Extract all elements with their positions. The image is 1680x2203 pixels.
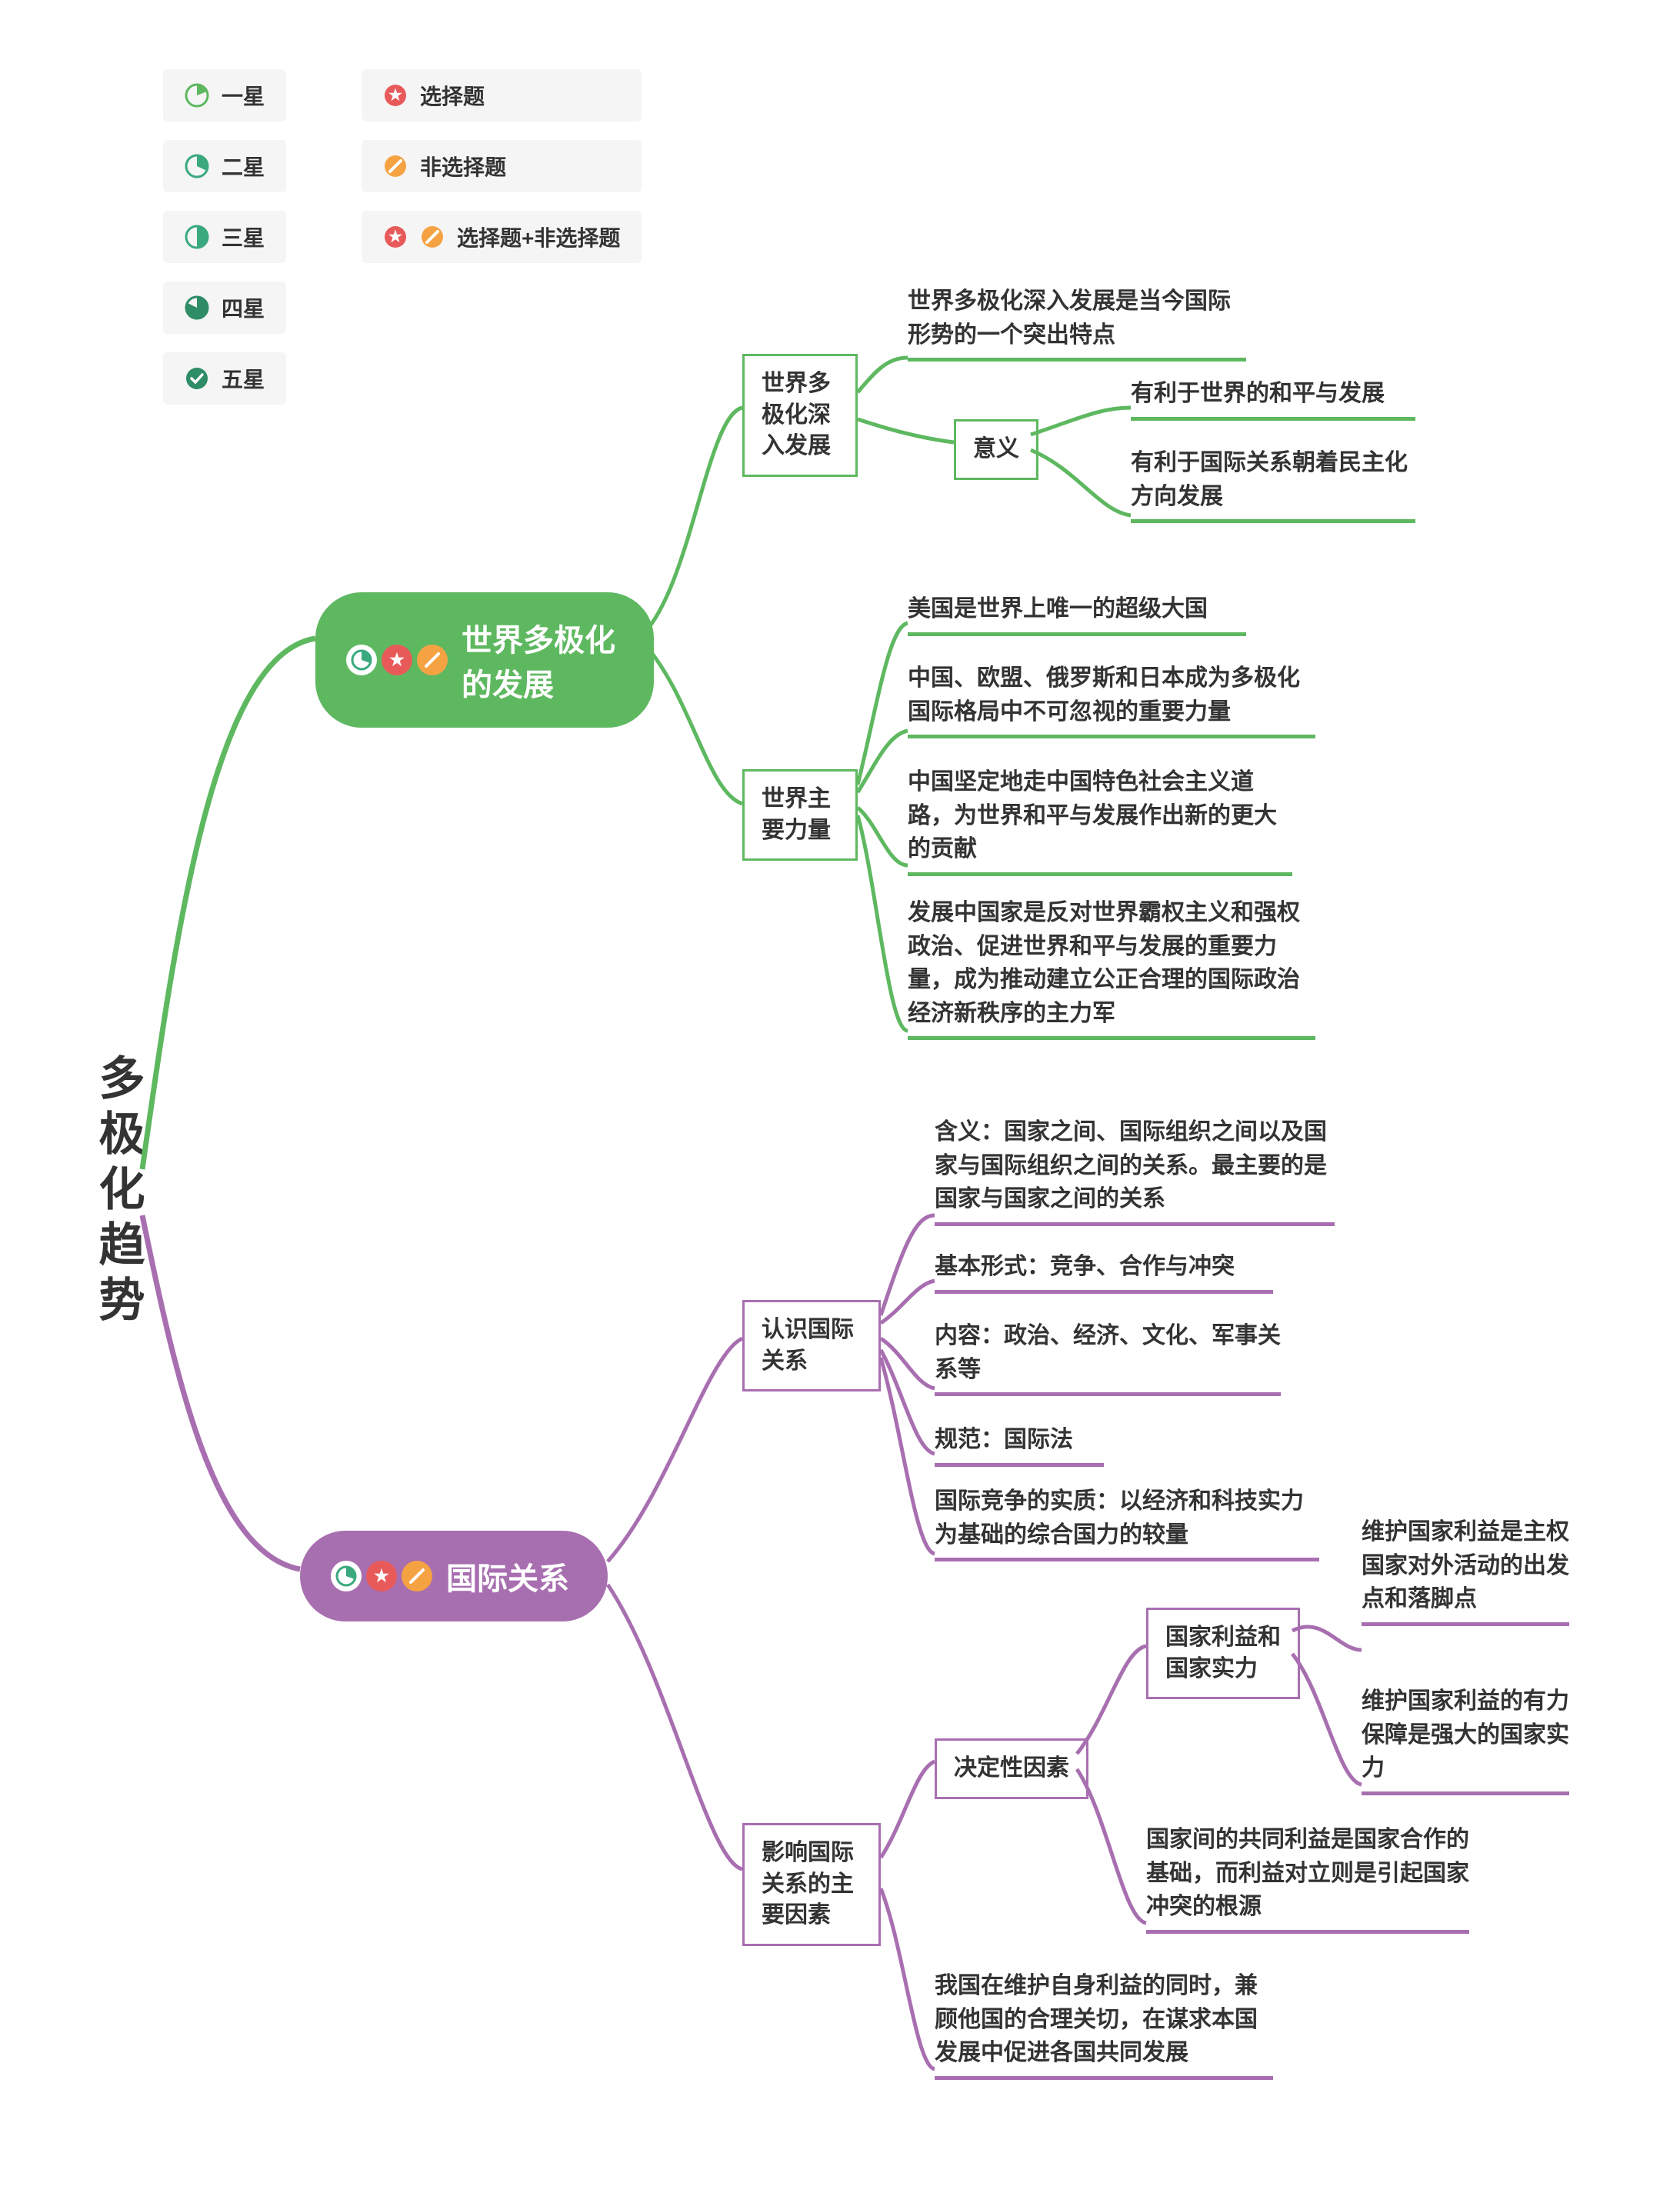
legend-label: 一星: [222, 80, 265, 111]
pie-icon: [185, 83, 209, 108]
leaf: 有利于国际关系朝着民主化方向发展: [1131, 446, 1415, 523]
check-icon: [185, 366, 209, 391]
leaf: 维护国家利益是主权国家对外活动的出发点和落脚点: [1362, 1515, 1569, 1626]
badge-group: ★: [346, 645, 448, 675]
branch-multipolar: ★ 世界多极化的发展: [315, 592, 654, 728]
sub-understand-relations: 认识国际关系: [742, 1300, 881, 1391]
legend-star-3: 三星: [163, 211, 286, 263]
leaf: 规范：国际法: [935, 1423, 1104, 1467]
slash-icon: [420, 225, 445, 249]
leaf: 维护国家利益的有力保障是强大的国家实力: [1362, 1685, 1569, 1795]
svg-text:★: ★: [388, 87, 402, 104]
leaf: 发展中国家是反对世界霸权主义和强权政治、促进世界和平与发展的重要力量，成为推动建…: [908, 896, 1315, 1040]
leaf: 内容：政治、经济、文化、军事关系等: [935, 1319, 1281, 1396]
legend-type-select: ★ 选择题: [362, 69, 642, 122]
pie-icon: [185, 225, 209, 249]
legend-stars: 一星 二星 三星 四星 五星: [163, 69, 286, 405]
pie-icon: [185, 295, 209, 320]
legend-type-nonselect: 非选择题: [362, 140, 642, 192]
sub-influence-factors: 影响国际关系的主要因素: [742, 1823, 881, 1946]
leaf: 美国是世界上唯一的超级大国: [908, 592, 1246, 636]
branch-relations: ★ 国际关系: [300, 1531, 608, 1621]
star-icon: ★: [366, 1561, 397, 1591]
pie-icon: [185, 154, 209, 178]
leaf: 国际竞争的实质：以经济和科技实力为基础的综合国力的较量: [935, 1485, 1319, 1561]
legend-type-both: ★ 选择题+非选择题: [362, 211, 642, 263]
leaf: 世界多极化深入发展是当今国际形势的一个突出特点: [908, 285, 1246, 362]
slash-icon: [402, 1561, 432, 1591]
leaf: 含义：国家之间、国际组织之间以及国家与国际组织之间的关系。最主要的是国家与国家之…: [935, 1115, 1335, 1226]
legend-types: ★ 选择题 非选择题 ★ 选择题+非选择题: [362, 69, 642, 263]
pie-icon: [346, 645, 377, 675]
leaf: 有利于世界的和平与发展: [1131, 377, 1415, 421]
star-icon: ★: [382, 645, 412, 675]
legend-star-4: 四星: [163, 282, 286, 334]
legend-label: 二星: [222, 151, 265, 182]
legend-label: 选择题: [420, 80, 485, 111]
legend-label: 选择题+非选择题: [457, 222, 620, 252]
leaf: 国家间的共同利益是国家合作的基础，而利益对立则是引起国家冲突的根源: [1146, 1823, 1469, 1934]
star-icon: ★: [383, 225, 408, 249]
leaf: 我国在维护自身利益的同时，兼顾他国的合理关切，在谋求本国发展中促进各国共同发展: [935, 1969, 1273, 2080]
legend-star-2: 二星: [163, 140, 286, 192]
legend-star-5: 五星: [163, 352, 286, 405]
sub-world-forces: 世界主要力量: [742, 769, 858, 861]
sub-world-deepen: 世界多极化深入发展: [742, 354, 858, 477]
legend-label: 五星: [222, 363, 265, 394]
leaf: 中国、欧盟、俄罗斯和日本成为多极化国际格局中不可忽视的重要力量: [908, 662, 1315, 738]
branch-title: 国际关系: [446, 1554, 569, 1598]
root-title: 多极化趋势: [85, 1054, 152, 1331]
sub-meaning: 意义: [954, 419, 1038, 480]
svg-text:★: ★: [388, 228, 402, 245]
legend-label: 三星: [222, 222, 265, 252]
slash-icon: [417, 645, 448, 675]
slash-icon: [383, 154, 408, 178]
legend-label: 非选择题: [420, 151, 506, 182]
legend-star-1: 一星: [163, 69, 286, 122]
leaf: 基本形式：竞争、合作与冲突: [935, 1250, 1273, 1294]
leaf: 中国坚定地走中国特色社会主义道路，为世界和平与发展作出新的更大的贡献: [908, 765, 1292, 876]
star-icon: ★: [383, 83, 408, 108]
sub-decisive: 决定性因素: [935, 1738, 1088, 1799]
sub-interests: 国家利益和国家实力: [1146, 1608, 1300, 1699]
badge-group: ★: [331, 1561, 432, 1591]
legend-label: 四星: [222, 292, 265, 323]
branch-title: 世界多极化的发展: [462, 615, 615, 705]
pie-icon: [331, 1561, 362, 1591]
